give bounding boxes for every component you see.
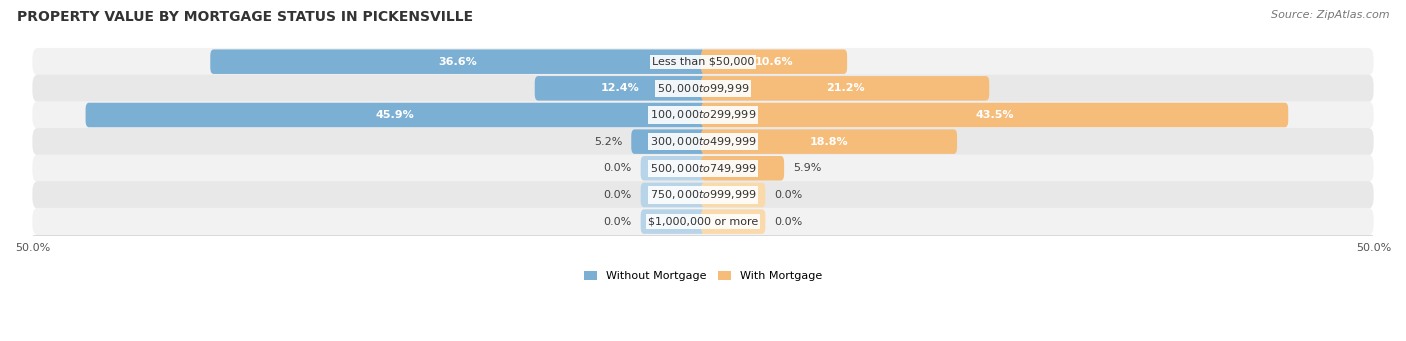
Text: Source: ZipAtlas.com: Source: ZipAtlas.com (1271, 10, 1389, 20)
Text: 5.9%: 5.9% (793, 163, 821, 173)
FancyBboxPatch shape (702, 49, 848, 74)
Text: $750,000 to $999,999: $750,000 to $999,999 (650, 189, 756, 202)
Text: 12.4%: 12.4% (600, 83, 640, 93)
Text: 0.0%: 0.0% (775, 190, 803, 200)
FancyBboxPatch shape (32, 154, 1374, 182)
Legend: Without Mortgage, With Mortgage: Without Mortgage, With Mortgage (579, 267, 827, 286)
Text: 45.9%: 45.9% (375, 110, 415, 120)
Text: 21.2%: 21.2% (825, 83, 865, 93)
Text: 43.5%: 43.5% (976, 110, 1014, 120)
Text: $100,000 to $299,999: $100,000 to $299,999 (650, 108, 756, 121)
FancyBboxPatch shape (702, 76, 990, 101)
Text: PROPERTY VALUE BY MORTGAGE STATUS IN PICKENSVILLE: PROPERTY VALUE BY MORTGAGE STATUS IN PIC… (17, 10, 472, 24)
FancyBboxPatch shape (211, 49, 704, 74)
Text: 36.6%: 36.6% (439, 57, 477, 67)
Text: $500,000 to $749,999: $500,000 to $749,999 (650, 162, 756, 175)
Text: 0.0%: 0.0% (775, 217, 803, 226)
FancyBboxPatch shape (631, 129, 704, 154)
Text: 5.2%: 5.2% (595, 137, 623, 147)
FancyBboxPatch shape (641, 209, 704, 234)
Text: 0.0%: 0.0% (603, 190, 631, 200)
FancyBboxPatch shape (702, 103, 1288, 127)
Text: $300,000 to $499,999: $300,000 to $499,999 (650, 135, 756, 148)
FancyBboxPatch shape (32, 101, 1374, 129)
FancyBboxPatch shape (641, 183, 704, 207)
FancyBboxPatch shape (702, 209, 765, 234)
Text: $1,000,000 or more: $1,000,000 or more (648, 217, 758, 226)
FancyBboxPatch shape (32, 75, 1374, 102)
FancyBboxPatch shape (32, 48, 1374, 75)
FancyBboxPatch shape (86, 103, 704, 127)
Text: Less than $50,000: Less than $50,000 (652, 57, 754, 67)
FancyBboxPatch shape (32, 128, 1374, 155)
Text: 18.8%: 18.8% (810, 137, 848, 147)
Text: 0.0%: 0.0% (603, 217, 631, 226)
FancyBboxPatch shape (702, 129, 957, 154)
FancyBboxPatch shape (702, 156, 785, 180)
FancyBboxPatch shape (534, 76, 704, 101)
Text: 0.0%: 0.0% (603, 163, 631, 173)
FancyBboxPatch shape (702, 183, 765, 207)
Text: $50,000 to $99,999: $50,000 to $99,999 (657, 82, 749, 95)
FancyBboxPatch shape (32, 208, 1374, 235)
FancyBboxPatch shape (641, 156, 704, 180)
FancyBboxPatch shape (32, 181, 1374, 209)
Text: 10.6%: 10.6% (755, 57, 793, 67)
